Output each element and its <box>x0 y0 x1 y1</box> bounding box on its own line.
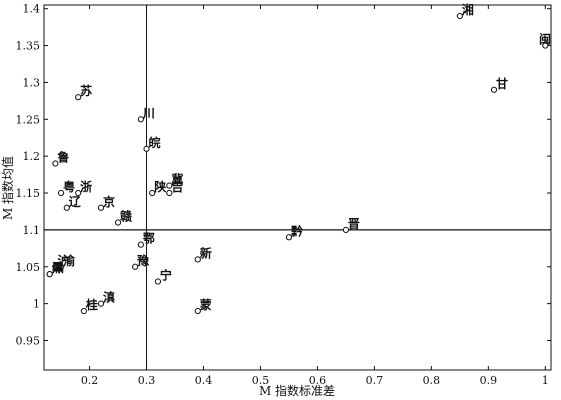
data-point-label: 苏 <box>80 83 92 98</box>
y-tick-label: 1.2 <box>23 150 41 163</box>
data-point-label: 滇 <box>103 290 115 305</box>
y-tick-label: 1 <box>33 298 40 311</box>
data-point <box>132 263 139 270</box>
data-point-label: 京 <box>103 194 115 209</box>
data-point-label: 沪 <box>57 253 69 268</box>
data-point <box>342 226 350 233</box>
x-tick-label: 1 <box>542 374 549 387</box>
data-point <box>194 256 201 263</box>
data-point-label: 黑 <box>52 261 64 275</box>
data-point <box>149 189 156 197</box>
data-point-label: 桂 <box>85 297 98 312</box>
x-tick-label: 0.5 <box>252 374 270 387</box>
data-points: 湘闽甘 苏川皖鲁冀 粤浙 陕吉辽 京赣 晋 黔鄂新渝沪 豫 津黑宁滇桂 蒙 <box>46 2 551 315</box>
y-tick-label: 0.95 <box>16 335 41 348</box>
x-tick-label: 0.7 <box>366 374 384 387</box>
data-point <box>154 278 162 285</box>
data-point <box>75 189 82 197</box>
x-axis-title: M 指数标准差 <box>259 383 335 398</box>
data-point-label: 豫 <box>137 253 149 268</box>
data-point-label: 浙 <box>80 179 92 194</box>
data-point-label: 湘 <box>462 2 474 17</box>
plot-area <box>43 4 552 371</box>
data-point <box>52 160 59 167</box>
y-axis-title: M 指数均值 <box>0 156 15 220</box>
data-point-label: 粤 <box>63 179 75 194</box>
y-axis: 0.95 1 1.05 1.1 1.15 1.2 1.25 1.3 1.35 1.4 <box>16 3 551 348</box>
data-point <box>97 300 105 307</box>
data-point-label: 赣 <box>120 209 133 224</box>
data-point-label: 甘 <box>496 76 508 91</box>
y-tick-label: 1.4 <box>23 3 41 16</box>
y-tick-label: 1.1 <box>23 224 41 237</box>
data-point <box>194 307 201 315</box>
y-tick-label: 1.05 <box>16 261 41 274</box>
data-point-label: 宁 <box>160 268 172 283</box>
data-point <box>456 12 463 20</box>
data-point <box>97 204 105 211</box>
y-tick-label: 1.25 <box>16 113 41 126</box>
data-point-label: 陕 <box>154 179 166 194</box>
y-tick-label: 1.15 <box>16 187 41 200</box>
data-point-label: 川 <box>142 106 155 120</box>
data-point <box>542 42 549 49</box>
y-tick-label: 1.3 <box>23 76 41 89</box>
data-point-label: 黔 <box>291 223 303 238</box>
data-point <box>166 182 173 189</box>
data-point <box>285 234 293 241</box>
data-point <box>80 307 87 315</box>
data-point-label: 辽 <box>69 195 82 209</box>
data-point <box>143 145 150 152</box>
x-tick-label: 0.8 <box>423 374 441 387</box>
data-point-label: 晋 <box>348 216 360 231</box>
y-tick-label: 1.35 <box>16 40 41 53</box>
data-point-label: 吉 <box>171 179 183 194</box>
x-tick-label: 0.4 <box>195 374 213 387</box>
x-tick-label: 0.6 <box>309 374 327 387</box>
data-point-label: 闽 <box>539 32 551 47</box>
x-axis: 0.2 0.3 0.4 0.5 0.6 0.7 0.8 0.9 1 <box>81 5 549 387</box>
data-point-label: 渝 <box>63 253 76 268</box>
data-point <box>52 263 59 270</box>
data-point <box>490 86 498 93</box>
data-point-label: 鲁 <box>56 150 69 165</box>
data-point <box>57 189 65 197</box>
data-point <box>46 271 53 278</box>
reference-lines <box>44 5 551 370</box>
data-point <box>114 219 122 226</box>
data-point <box>137 116 144 123</box>
data-point <box>63 204 70 211</box>
x-tick-label: 0.3 <box>138 374 156 387</box>
data-point <box>75 94 82 101</box>
data-point <box>137 241 144 248</box>
data-point-label: 新 <box>200 245 212 260</box>
data-point-label: 皖 <box>149 135 161 150</box>
data-point-label: 津 <box>52 260 64 275</box>
data-point-label: 冀 <box>171 172 183 187</box>
data-point <box>166 189 173 197</box>
x-tick-label: 0.9 <box>480 374 498 387</box>
data-point-label: 蒙 <box>200 297 212 312</box>
x-tick-label: 0.2 <box>81 374 99 387</box>
data-point-label: 鄂 <box>143 232 155 246</box>
